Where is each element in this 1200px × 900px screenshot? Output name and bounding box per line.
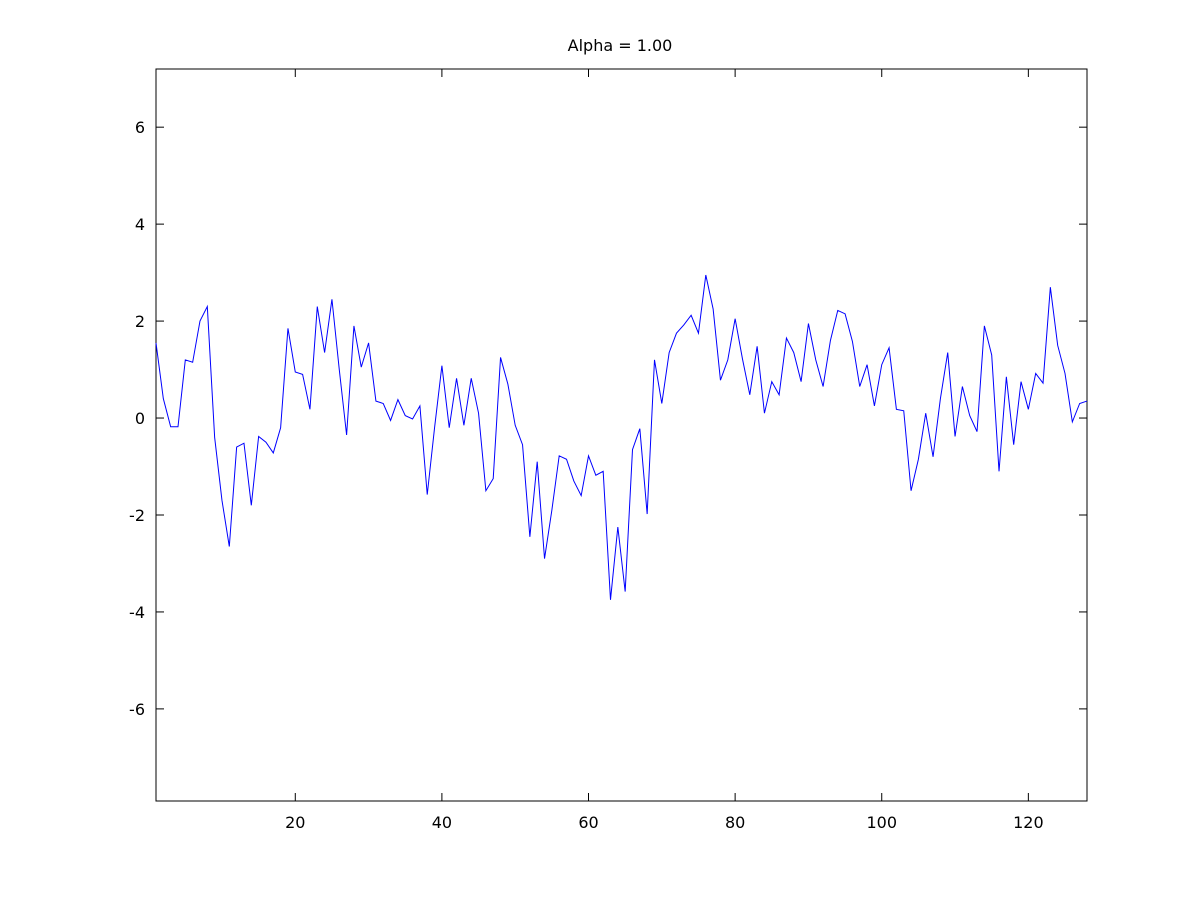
y-tick-label: -2 xyxy=(129,506,145,525)
x-tick-label: 40 xyxy=(432,813,452,832)
x-tick-label: 100 xyxy=(866,813,897,832)
axis-tick-labels: 20 40 60 80 100 120 -6 -4 -2 0 2 4 6 xyxy=(129,118,1044,832)
axis-ticks xyxy=(156,69,1087,801)
y-tick-label: 6 xyxy=(135,118,145,137)
y-tick-label: 2 xyxy=(135,312,145,331)
y-tick-label: -4 xyxy=(129,603,145,622)
y-tick-label: 0 xyxy=(135,409,145,428)
x-tick-label: 20 xyxy=(285,813,305,832)
y-tick-label: -6 xyxy=(129,700,145,719)
chart-title: Alpha = 1.00 xyxy=(568,36,673,55)
x-tick-label: 60 xyxy=(578,813,598,832)
x-tick-label: 80 xyxy=(725,813,745,832)
y-tick-label: 4 xyxy=(135,215,145,234)
x-tick-label: 120 xyxy=(1013,813,1044,832)
series-line xyxy=(155,274,1088,600)
plot-area-frame xyxy=(155,68,1088,802)
